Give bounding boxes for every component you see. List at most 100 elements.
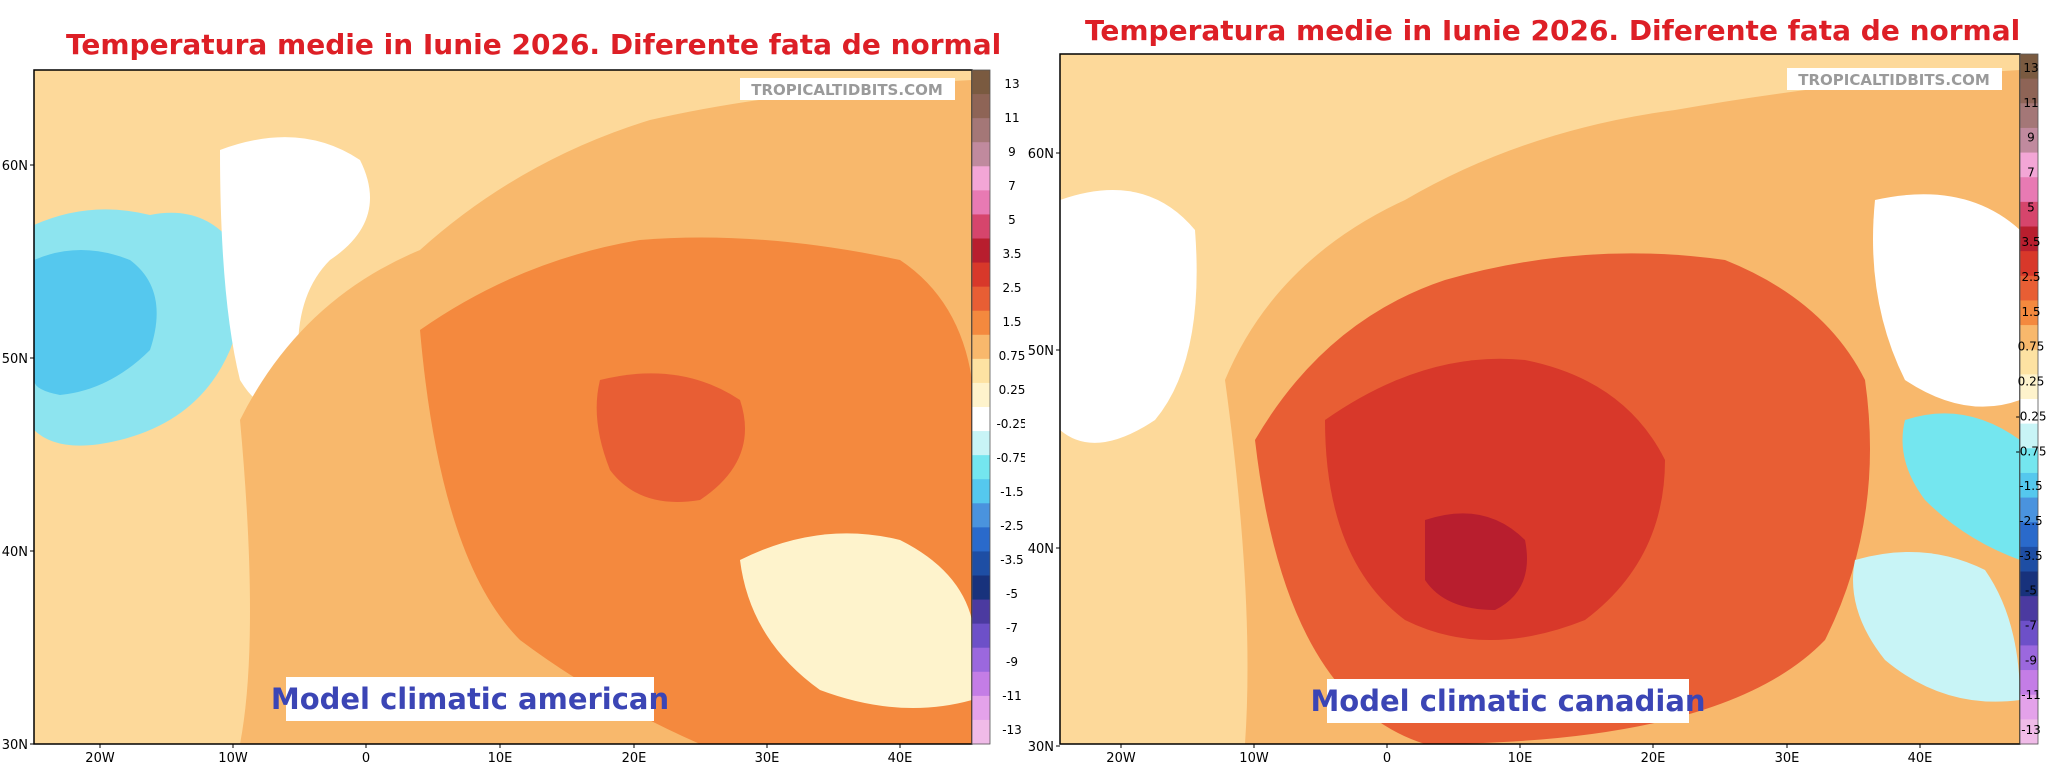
hot-anomaly-france-italy [1325,358,1665,640]
longitude-tick-label: 40E [888,751,913,766]
longitude-tick-label: 40E [1908,751,1933,766]
colorbar-segment [2020,423,2038,449]
latitude-axis-left: 60N 50N 40N 30N [2,159,34,753]
latitude-tick-label: 50N [1028,344,1054,359]
colorbar-label: 9 [1008,145,1016,159]
colorbar-segment [972,527,990,552]
colorbar-label: 2.5 [2021,270,2040,284]
colorbar-segment [972,382,990,408]
colorbar-segment [2020,152,2038,178]
colorbar-segment [972,94,990,119]
colorbar-segment [972,695,990,721]
longitude-tick-label: 10W [218,751,248,766]
colorbar-segment [972,190,990,215]
neutral-anomaly-atlantic [1060,190,1197,443]
longitude-tick-label: 30E [755,751,780,766]
map-right: TROPICALTIDBITS.COM Model climatic canad… [1028,53,2047,766]
colorbar-left: 13 11 9 7 5 3.5 2.5 1.5 0.75 0.25 -0.25 -0.75 -1.5 -2… [971,69,1025,745]
neutral-anomaly-atlantic [220,137,370,405]
colorbar-segment [972,575,990,601]
colorbar-label: 7 [1008,179,1016,193]
colorbar-segment [2020,645,2038,671]
colorbar-segment [2020,472,2038,499]
right-map-panel: Temperatura medie in Iunie 2026. Diferen… [1025,0,2049,768]
colorbar-label: -5 [1006,587,1018,601]
latitude-tick-label: 60N [2,159,28,174]
colorbar-label: -2.5 [2019,514,2042,528]
colorbar-segment [2020,127,2038,154]
watermark-right: TROPICALTIDBITS.COM [1787,68,2002,90]
colorbar-segment [2020,177,2038,203]
watermark-text-right: TROPICALTIDBITS.COM [1798,71,1990,89]
colorbar-segment [972,310,990,336]
model-label-left: Model climatic american [271,677,669,721]
longitude-axis-left: 20W 10W 0 10E 20E 30E 40E [85,744,912,766]
colorbar-right: 13 11 9 7 5 3.5 2.5 1.5 0.75 0.25 -0.25 -0.75 -1.5 -2… [2015,53,2047,745]
colorbar-segment [2020,300,2038,326]
colorbar-segment [2020,325,2038,351]
longitude-tick-label: 30E [1775,751,1800,766]
latitude-axis-right: 60N 50N 40N 30N [1028,147,1060,755]
colorbar-segment [2020,226,2038,252]
colorbar-label: -7 [1006,621,1018,635]
neutral-anomaly-russia [1873,194,2020,407]
hot-spot-balkans [596,373,745,502]
latitude-tick-label: 60N [1028,147,1054,162]
colorbar-label: -2.5 [1000,519,1023,533]
colorbar-segment [972,623,990,649]
colorbar-label: 0.25 [999,383,1025,397]
colorbar-segment [2020,620,2038,646]
colorbar-segment [2020,399,2038,425]
colorbar-segment [972,647,990,673]
longitude-tick-label: 0 [1383,751,1391,766]
colorbar-label: -13 [2021,723,2041,737]
colorbar-segment [2020,497,2038,523]
colorbar-segment [2020,522,2038,548]
colorbar-label: -0.25 [996,417,1025,431]
colorbar-label: -9 [1006,655,1018,669]
latitude-tick-label: 40N [2,545,28,560]
colorbar-segment [972,551,990,576]
model-label-text-left: Model climatic american [271,682,669,716]
colorbar-label: -1.5 [2019,479,2042,493]
colorbar-segment [2020,374,2038,400]
longitude-axis-right: 20W 10W 0 10E 20E 30E 40E [1106,744,1932,766]
colorbar-segment [972,358,990,384]
colorbar-segment [972,479,990,504]
map-area-right [1059,53,2021,745]
colorbar-label: 13 [2023,61,2038,75]
colorbar-label: -1.5 [1000,485,1023,499]
colorbar-segment [2020,719,2038,745]
colorbar-label: -3.5 [1000,553,1023,567]
cool-anomaly-black-sea [1902,413,2020,560]
longitude-tick-label: 0 [362,751,370,766]
latitude-tick-label: 30N [1028,740,1054,755]
latitude-tick-label: 40N [1028,542,1054,557]
colorbar-label: -3.5 [2019,549,2042,563]
colorbar-label: -0.75 [2015,444,2046,458]
colorbar-segment [2020,670,2038,696]
longitude-tick-label: 20W [1106,751,1136,766]
colorbar-segment [972,214,990,239]
longitude-tick-label: 20E [1641,751,1666,766]
colorbar-label: 2.5 [1002,281,1021,295]
colorbar-segment [972,719,990,745]
colorbar-label: 9 [2027,131,2035,145]
latitude-tick-label: 50N [2,352,28,367]
cool-anomaly-core [34,250,157,395]
colorbar-label: 5 [1008,213,1016,227]
colorbar-segment [972,262,990,288]
colorbar-label: -9 [2025,653,2037,667]
colorbar-segment [972,142,990,167]
colorbar-segment [972,407,990,432]
map-area-left [33,69,973,745]
colorbar-segment [2020,349,2038,375]
colorbar-segment [2020,201,2038,227]
colorbar-label: -0.75 [996,451,1025,465]
longitude-tick-label: 20E [622,751,647,766]
watermark-left: TROPICALTIDBITS.COM [740,78,955,100]
neutral-anomaly-turkey [740,533,972,708]
watermark-text-left: TROPICALTIDBITS.COM [751,81,943,99]
colorbar-label: 3.5 [2021,235,2040,249]
colorbar-label: -7 [2025,618,2037,632]
